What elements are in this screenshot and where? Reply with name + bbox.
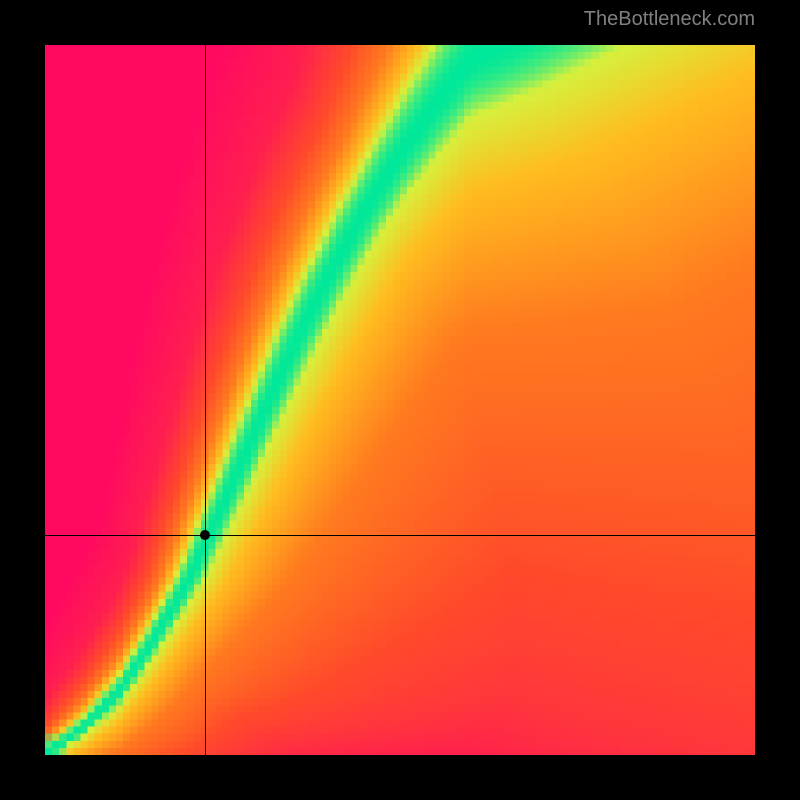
- watermark-text: TheBottleneck.com: [584, 8, 755, 31]
- crosshair-marker: [200, 530, 210, 540]
- heatmap-canvas: [45, 45, 755, 755]
- crosshair-vertical: [205, 45, 206, 755]
- crosshair-horizontal: [45, 535, 755, 536]
- heatmap-plot: [45, 45, 755, 755]
